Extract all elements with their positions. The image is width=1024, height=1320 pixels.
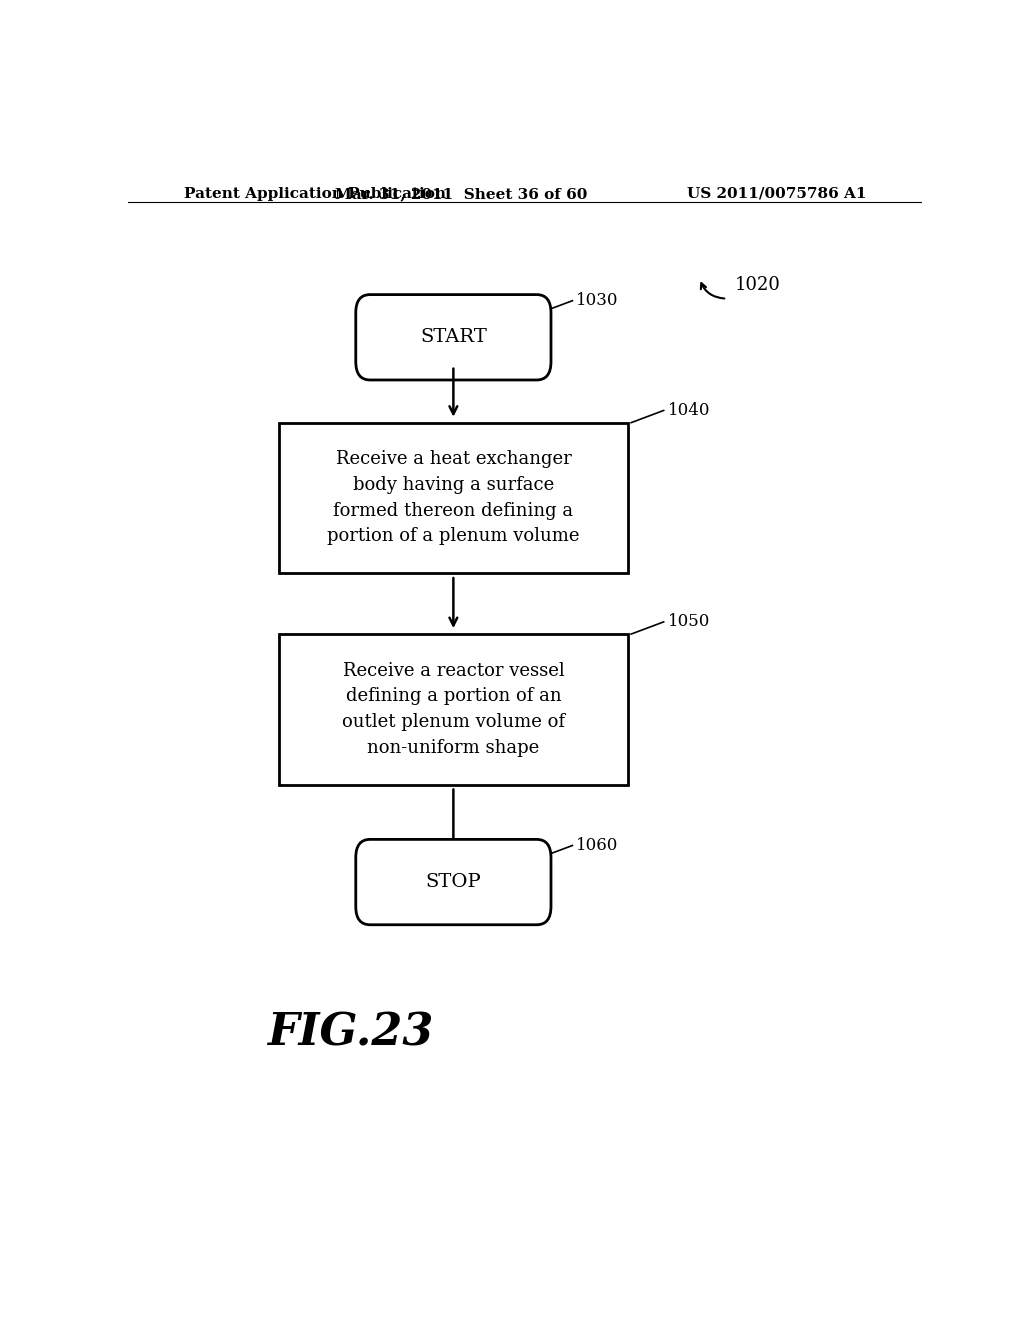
FancyBboxPatch shape	[355, 294, 551, 380]
Text: Mar. 31, 2011  Sheet 36 of 60: Mar. 31, 2011 Sheet 36 of 60	[335, 187, 588, 201]
Text: Patent Application Publication: Patent Application Publication	[183, 187, 445, 201]
Text: 1040: 1040	[668, 403, 711, 418]
Text: 1030: 1030	[577, 292, 618, 309]
Text: 1020: 1020	[735, 276, 781, 294]
FancyBboxPatch shape	[355, 840, 551, 925]
Text: Receive a heat exchanger
body having a surface
formed thereon defining a
portion: Receive a heat exchanger body having a s…	[327, 450, 580, 545]
Text: US 2011/0075786 A1: US 2011/0075786 A1	[686, 187, 866, 201]
Text: 1060: 1060	[577, 837, 618, 854]
Text: Receive a reactor vessel
defining a portion of an
outlet plenum volume of
non-un: Receive a reactor vessel defining a port…	[342, 661, 565, 756]
Text: 1050: 1050	[668, 614, 710, 631]
Bar	[279, 634, 628, 784]
Text: FIG.23: FIG.23	[267, 1011, 433, 1053]
Text: STOP: STOP	[426, 873, 481, 891]
Text: START: START	[420, 329, 486, 346]
Bar	[279, 422, 628, 573]
